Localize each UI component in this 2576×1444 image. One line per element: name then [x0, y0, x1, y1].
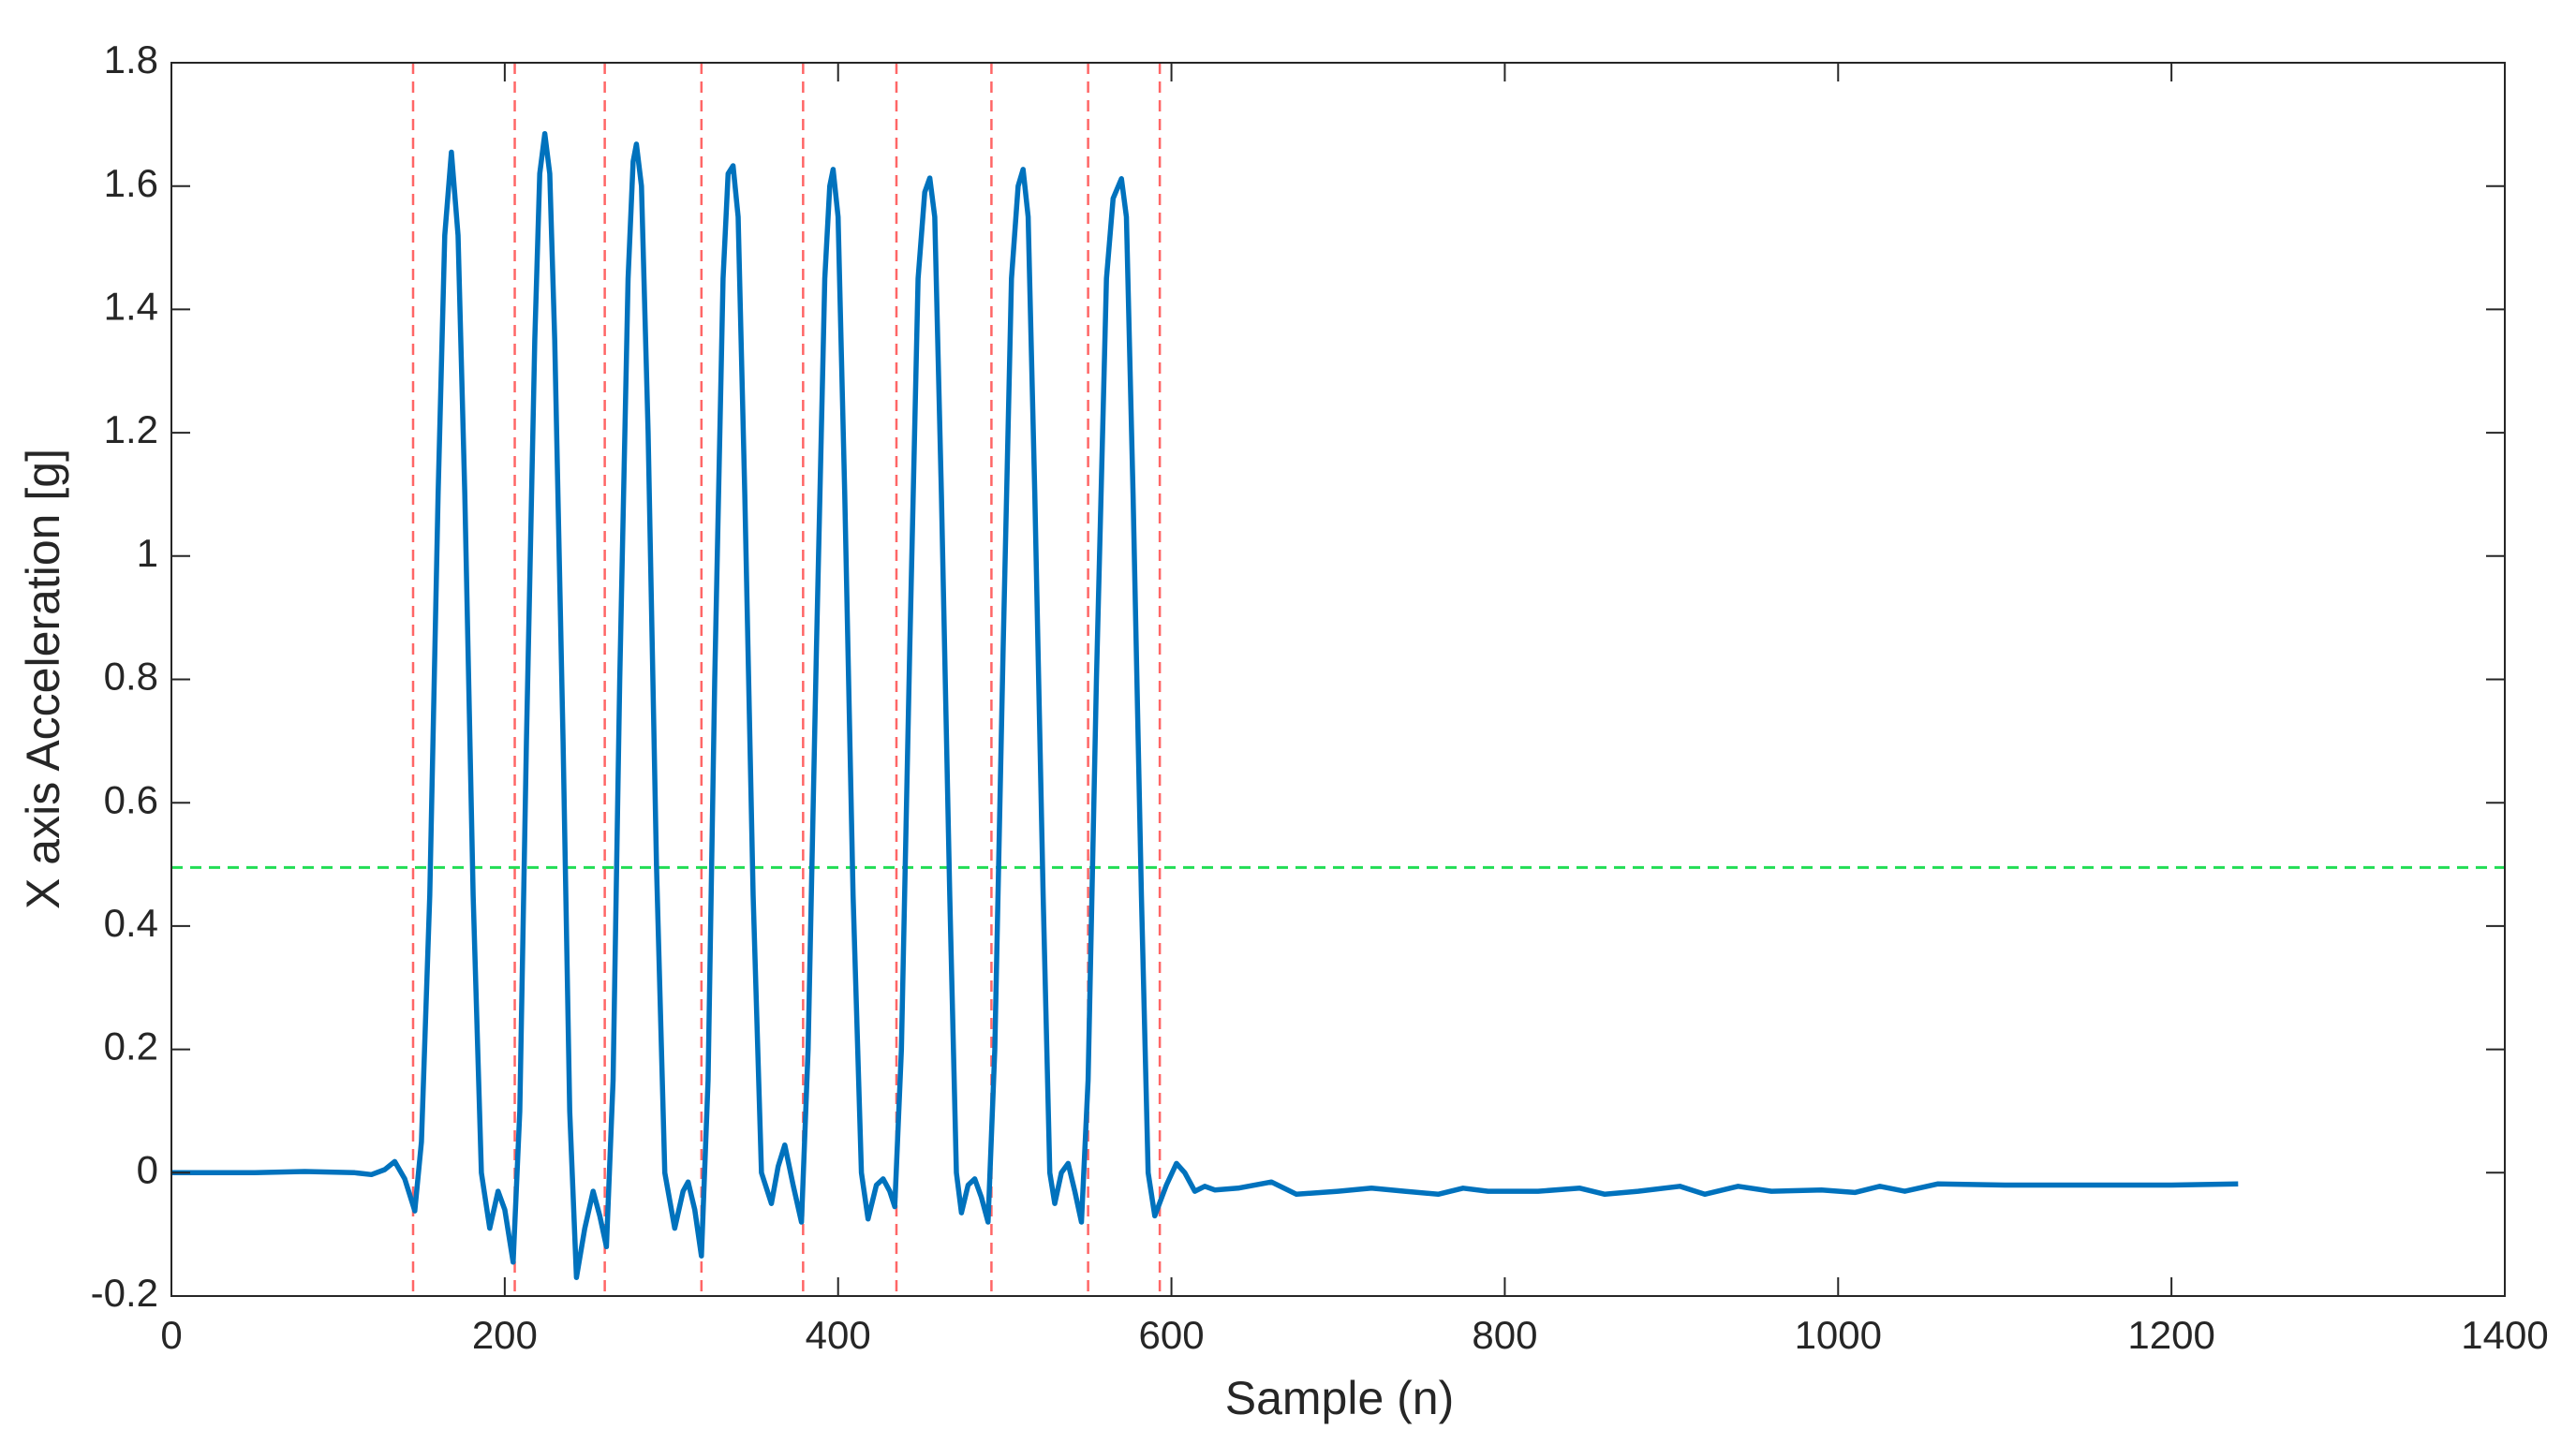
- x-tick-label: 0: [160, 1313, 182, 1357]
- x-axis-label: Sample (n): [1225, 1372, 1455, 1424]
- y-tick-label: 1.8: [104, 37, 158, 81]
- y-tick-label: 0.8: [104, 655, 158, 699]
- y-tick-label: -0.2: [91, 1271, 158, 1315]
- y-tick-label: 0.6: [104, 777, 158, 821]
- y-tick-label: 1: [137, 531, 158, 575]
- x-tick-label: 1200: [2127, 1313, 2214, 1357]
- y-tick-label: 0.2: [104, 1024, 158, 1068]
- x-tick-label: 1000: [1795, 1313, 1882, 1357]
- x-tick-label: 1400: [2461, 1313, 2548, 1357]
- x-tick-label: 800: [1472, 1313, 1537, 1357]
- y-tick-label: 0.4: [104, 901, 158, 945]
- y-tick-label: 1.2: [104, 407, 158, 451]
- x-tick-label: 200: [472, 1313, 538, 1357]
- y-tick-label: 1.4: [104, 284, 158, 328]
- y-tick-label: 1.6: [104, 161, 158, 205]
- x-tick-label: 400: [806, 1313, 871, 1357]
- data-line: [171, 130, 2239, 1280]
- y-tick-label: 0: [137, 1147, 158, 1191]
- y-axis-label: X axis Acceleration [g]: [17, 449, 69, 909]
- x-tick-label: 600: [1139, 1313, 1205, 1357]
